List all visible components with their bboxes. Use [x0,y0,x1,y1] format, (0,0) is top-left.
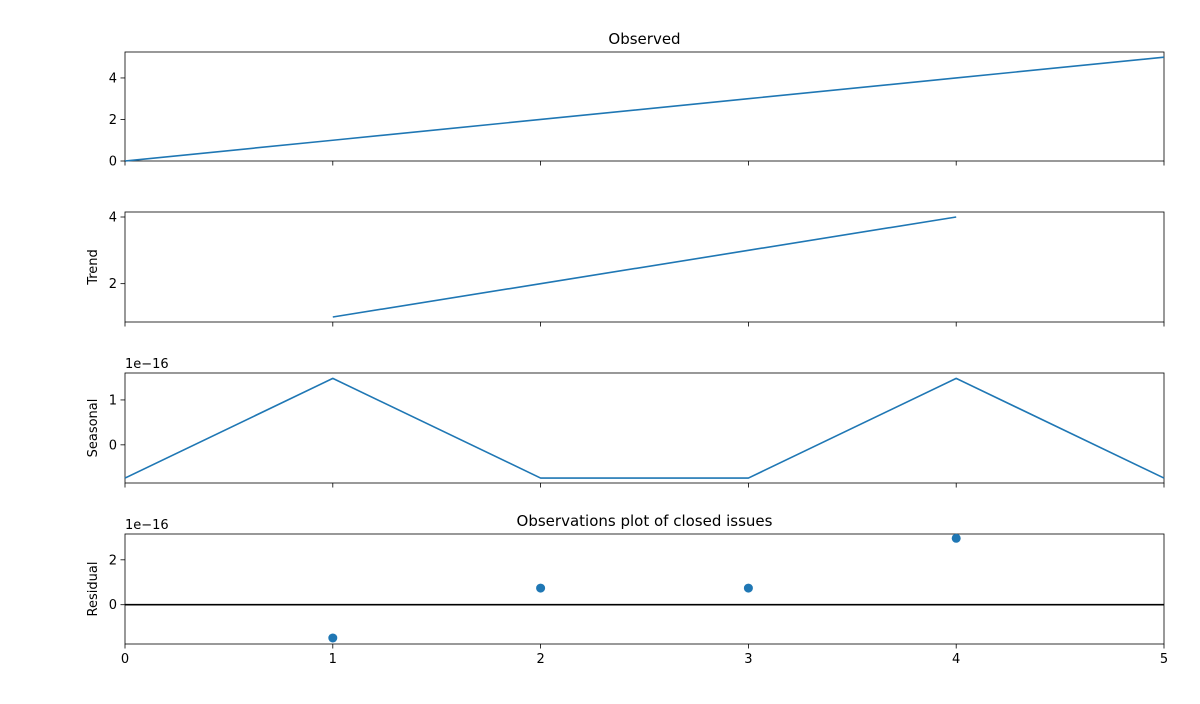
y-axis-label: Trend [86,249,101,286]
series-line [124,56,1165,162]
y-tick-label: 0 [109,598,117,613]
offset-text: 1e−16 [125,357,169,372]
panel-3: 0 1 Seasonal 1e−16 [86,357,1165,488]
x-tick-label: 2 [536,652,544,667]
x-tick-label: 0 [121,652,129,667]
series-line [124,377,1165,479]
y-tick-label: 0 [109,438,117,453]
offset-text: 1e−16 [125,518,169,533]
y-axis-label: Residual [86,562,101,617]
x-tick-label: 4 [952,652,960,667]
data-point [951,533,961,543]
data-point [536,583,546,593]
x-tick-label: 1 [329,652,337,667]
panel-title: Observations plot of closed issues [517,512,773,530]
panel-1: 0 2 4 Observed [109,30,1165,170]
axes-frame [124,533,1165,645]
axes-frame [124,211,1165,323]
data-point [328,633,338,643]
x-tick-label: 3 [744,652,752,667]
panel-title: Observed [608,30,680,48]
y-tick-label: 1 [109,393,117,408]
y-tick-label: 0 [109,155,117,170]
data-point [743,583,753,593]
y-tick-label: 4 [109,71,117,86]
y-axis-label: Seasonal [86,399,101,458]
y-tick-label: 2 [109,277,117,292]
y-tick-label: 2 [109,113,117,128]
axes-frame [124,372,1165,484]
x-tick-label: 5 [1160,652,1168,667]
panel-2: 2 4 Trend [86,211,1165,327]
panel-4: 0 1 2 3 4 5 0 2 Observations plot of closed issu… [86,512,1168,667]
series-line [332,216,957,318]
y-tick-label: 4 [109,211,117,226]
axes-frame [124,51,1165,162]
y-tick-label: 2 [109,553,117,568]
